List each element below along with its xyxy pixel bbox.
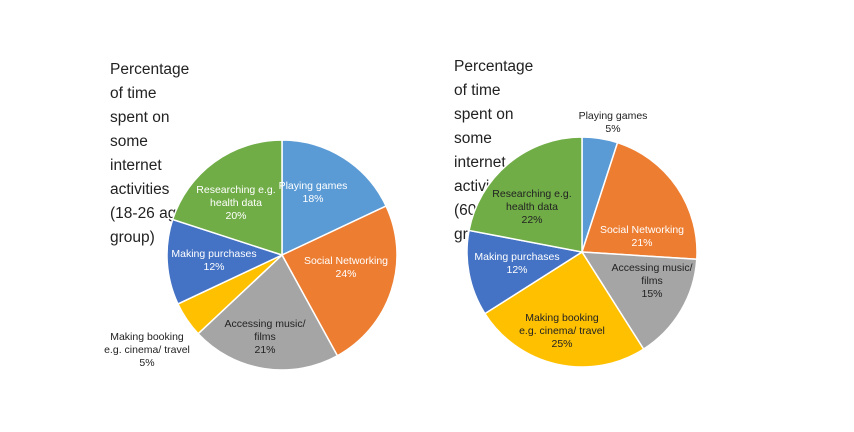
data-label: Making purchases 12% [171, 248, 256, 273]
pie-18-26: Playing games 18% Social Networking 24% Acce… [104, 139, 398, 371]
data-label: Social Networking 24% [304, 255, 388, 280]
data-label: Making purchases 12% [474, 251, 559, 276]
pie-slice-making-purchases [166, 218, 285, 305]
data-label: Accessing music/films 21% [224, 318, 305, 356]
pie-slice-researching-e-g [171, 139, 283, 257]
pie-60-70: Playing games 5% Social Networking 21% Acces… [466, 110, 698, 368]
pie-slice-making-booking [483, 250, 645, 368]
data-label: Researching e.g. health data 20% [196, 184, 275, 222]
data-label: Making booking e.g. cinema/ travel 25% [519, 312, 605, 350]
pie-slice-making-purchases [466, 229, 585, 315]
data-label: Making booking e.g. cinema/ travel 5% [104, 331, 190, 369]
chart-title: Percentage of time spent on some interne… [110, 61, 190, 246]
data-label: Playing games 18% [279, 180, 348, 205]
data-label: Social Networking 21% [600, 224, 684, 249]
pie-slice-accessing-music [580, 251, 698, 351]
data-label: Accessing music/films 15% [611, 262, 692, 300]
pie-slice-accessing-music [197, 253, 339, 371]
pie-slice-researching-e-g [468, 136, 583, 253]
pie-slice-playing-games [281, 139, 388, 257]
pie-slice-social-networking [280, 205, 398, 357]
data-label: Playing games 5% [579, 110, 648, 135]
pie-slice-social-networking [580, 141, 698, 261]
data-label: Researching e.g. health data 22% [492, 188, 571, 226]
